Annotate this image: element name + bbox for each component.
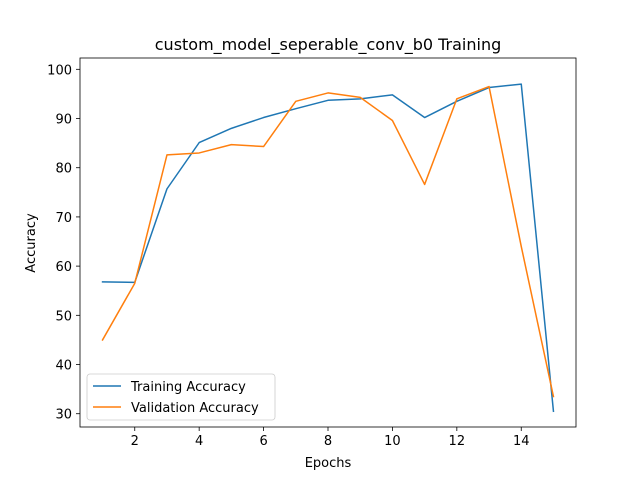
- y-tick-label: 30: [55, 408, 72, 423]
- y-tick-label: 80: [55, 162, 72, 177]
- series-line-1: [101, 85, 555, 398]
- plot-area: 2 4 6 8 10 12 14 30 40 50 60 70 80 90 100: [47, 57, 577, 449]
- y-tick-label: 40: [55, 359, 72, 374]
- x-tick-label: 6: [259, 434, 267, 449]
- x-tick-label: 12: [449, 434, 466, 449]
- y-tick-label: 100: [47, 63, 72, 78]
- y-tick-label: 50: [55, 309, 72, 324]
- y-tick-label: 70: [55, 211, 72, 226]
- x-tick-label: 4: [195, 434, 203, 449]
- x-tick-label: 14: [513, 434, 530, 449]
- x-tick-label: 2: [131, 434, 139, 449]
- x-tick-label: 8: [324, 434, 332, 449]
- legend: Training Accuracy Validation Accuracy: [86, 373, 276, 421]
- legend-label-0: Training Accuracy: [130, 380, 246, 395]
- y-tick-label: 90: [55, 113, 72, 128]
- x-axis-label: Epochs: [305, 456, 352, 471]
- series-line-0: [101, 83, 555, 413]
- legend-box: [86, 373, 276, 421]
- y-axis-label: Accuracy: [24, 213, 39, 273]
- axes-frame: [79, 57, 577, 428]
- legend-label-1: Validation Accuracy: [131, 401, 259, 416]
- chart-title: custom_model_seperable_conv_b0 Training: [155, 35, 502, 55]
- y-tick-label: 60: [55, 260, 72, 275]
- x-tick-label: 10: [384, 434, 401, 449]
